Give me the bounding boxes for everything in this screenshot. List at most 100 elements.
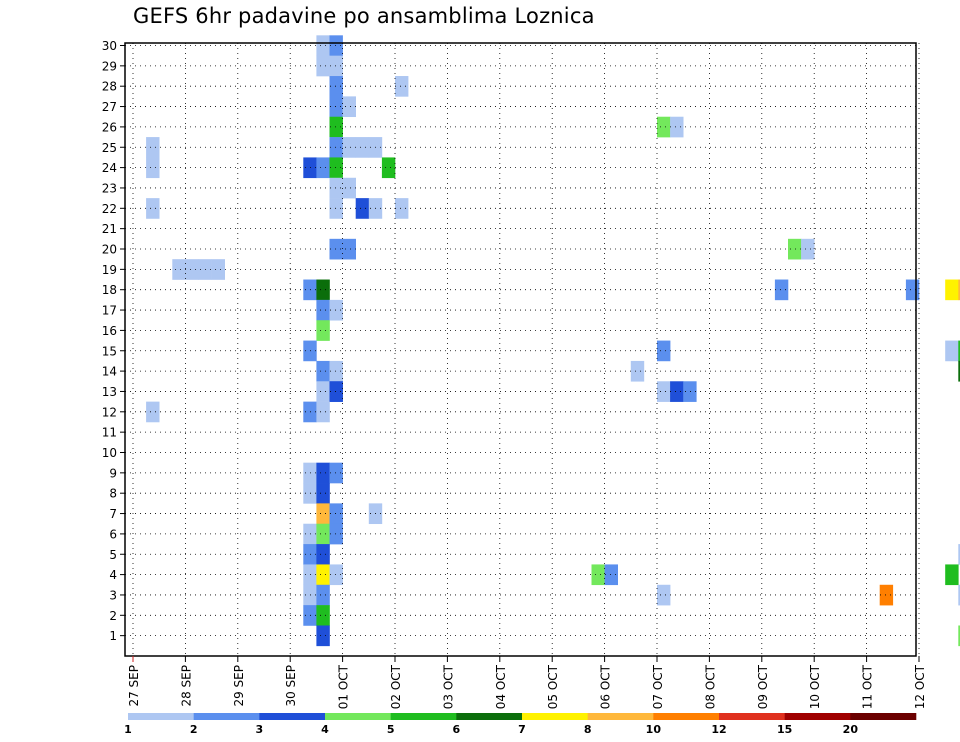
heatmap-cell bbox=[211, 259, 225, 280]
heatmap-cell bbox=[316, 523, 330, 545]
heatmap-cell bbox=[945, 340, 959, 362]
x-tick-label: 30 SEP bbox=[284, 665, 298, 707]
heatmap-cell bbox=[316, 320, 330, 341]
heatmap-cell bbox=[342, 137, 356, 158]
colorbar-label: 2 bbox=[190, 723, 198, 736]
colorbar-swatch bbox=[456, 713, 523, 720]
heatmap-cell bbox=[788, 238, 802, 260]
y-tick-label: 18 bbox=[102, 283, 117, 297]
heatmap-cell bbox=[329, 116, 343, 138]
heatmap-cell bbox=[945, 279, 959, 301]
heatmap-cell bbox=[329, 96, 343, 118]
colorbar-swatch bbox=[128, 713, 194, 720]
y-tick-label: 6 bbox=[109, 527, 117, 541]
heatmap-cell bbox=[316, 564, 330, 586]
heatmap-cell bbox=[342, 177, 356, 199]
heatmap-cell bbox=[316, 584, 330, 606]
heatmap-cell bbox=[657, 381, 671, 402]
y-tick-label: 23 bbox=[102, 181, 117, 195]
heatmap-cell bbox=[657, 340, 671, 362]
colorbar-swatch bbox=[784, 713, 851, 720]
heatmap-cell bbox=[316, 483, 330, 504]
y-tick-label: 13 bbox=[102, 385, 117, 399]
heatmap-cell bbox=[342, 96, 356, 118]
colorbar: 1 2 3 4 5 6 7 8 10 12 15 20 bbox=[124, 713, 917, 736]
y-tick-label: 30 bbox=[102, 39, 117, 53]
heatmap-cell bbox=[329, 238, 343, 260]
x-tick-label: 12 OCT bbox=[913, 664, 927, 709]
heatmap-cell bbox=[604, 564, 618, 586]
y-tick-label: 3 bbox=[109, 588, 117, 602]
heatmap-cell bbox=[316, 544, 330, 565]
heatmap-cell bbox=[958, 340, 960, 362]
heatmap-cell bbox=[185, 259, 199, 280]
colorbar-swatch bbox=[653, 713, 720, 720]
heatmap-cell bbox=[958, 584, 960, 606]
y-tick-label: 8 bbox=[109, 487, 117, 501]
y-tick-label: 20 bbox=[102, 243, 117, 257]
y-tick-label: 15 bbox=[102, 344, 117, 358]
heatmap-cell bbox=[329, 381, 343, 402]
heatmap-cell bbox=[801, 238, 815, 260]
heatmap-cell bbox=[381, 157, 396, 179]
colorbar-swatch bbox=[325, 713, 391, 720]
x-tick-label: 03 OCT bbox=[441, 664, 455, 709]
x-tick-label: 29 SEP bbox=[232, 665, 246, 707]
heatmap-cell bbox=[395, 76, 409, 97]
x-tick-label: 08 OCT bbox=[703, 664, 717, 709]
x-tick-label: 07 OCT bbox=[651, 664, 665, 709]
gridlines bbox=[125, 43, 920, 656]
y-tick-label: 12 bbox=[102, 405, 117, 419]
x-tick-label: 28 SEP bbox=[179, 665, 193, 707]
x-tick-label: 10 OCT bbox=[808, 664, 822, 709]
y-axis: 1234567891011121314151617181920212223242… bbox=[102, 39, 125, 643]
y-tick-label: 11 bbox=[102, 426, 117, 440]
plot-frame bbox=[124, 42, 917, 657]
colorbar-swatch bbox=[193, 713, 260, 720]
y-tick-label: 17 bbox=[102, 304, 117, 318]
heatmap-cell bbox=[316, 401, 330, 423]
colorbar-label: 4 bbox=[321, 723, 329, 736]
colorbar-label: 1 bbox=[124, 723, 132, 736]
heatmap-cell bbox=[329, 198, 343, 219]
chart-title: GEFS 6hr padavine po ansamblima Loznica bbox=[133, 4, 595, 28]
colorbar-label: 12 bbox=[711, 723, 726, 736]
heatmap-cell bbox=[329, 462, 343, 484]
heatmap-cell bbox=[657, 116, 671, 138]
x-tick-label: 01 OCT bbox=[337, 664, 351, 709]
heatmap-cell bbox=[905, 279, 920, 301]
y-tick-label: 5 bbox=[109, 548, 117, 562]
y-tick-label: 26 bbox=[102, 120, 117, 134]
y-tick-label: 16 bbox=[102, 324, 117, 338]
heatmap-cell bbox=[329, 177, 343, 199]
heatmap-cell bbox=[958, 360, 960, 382]
heatmap-cell bbox=[329, 55, 343, 77]
x-tick-label: 11 OCT bbox=[861, 664, 875, 709]
y-tick-label: 4 bbox=[109, 568, 117, 582]
colorbar-swatch bbox=[390, 713, 457, 720]
colorbar-label: 8 bbox=[584, 723, 592, 736]
heatmap-cell bbox=[329, 157, 343, 179]
y-tick-label: 7 bbox=[109, 507, 117, 521]
heatmap-cell bbox=[774, 279, 789, 301]
x-tick-label: 02 OCT bbox=[389, 664, 403, 709]
x-axis: 27 SEP 28 SEP 29 SEP 30 SEP 01 OCT 02 OCT 03 O… bbox=[127, 656, 927, 709]
heatmap-cell bbox=[395, 198, 409, 219]
heatmap-cell bbox=[329, 360, 343, 382]
heatmap-cell bbox=[316, 503, 330, 525]
y-tick-label: 27 bbox=[102, 100, 117, 114]
heatmap-cell bbox=[355, 137, 370, 158]
y-tick-label: 24 bbox=[102, 161, 117, 175]
heatmap-cell bbox=[316, 625, 330, 647]
y-tick-label: 1 bbox=[109, 629, 117, 643]
colorbar-label: 20 bbox=[843, 723, 859, 736]
heatmap-cell bbox=[958, 544, 960, 565]
colorbar-label: 3 bbox=[256, 723, 264, 736]
y-tick-label: 25 bbox=[102, 141, 117, 155]
heatmap-cell bbox=[670, 381, 684, 402]
heatmap-cell bbox=[172, 259, 186, 280]
heatmap-cell bbox=[355, 198, 370, 219]
heatmap-cell bbox=[342, 238, 356, 260]
heatmap-cell bbox=[316, 55, 330, 77]
